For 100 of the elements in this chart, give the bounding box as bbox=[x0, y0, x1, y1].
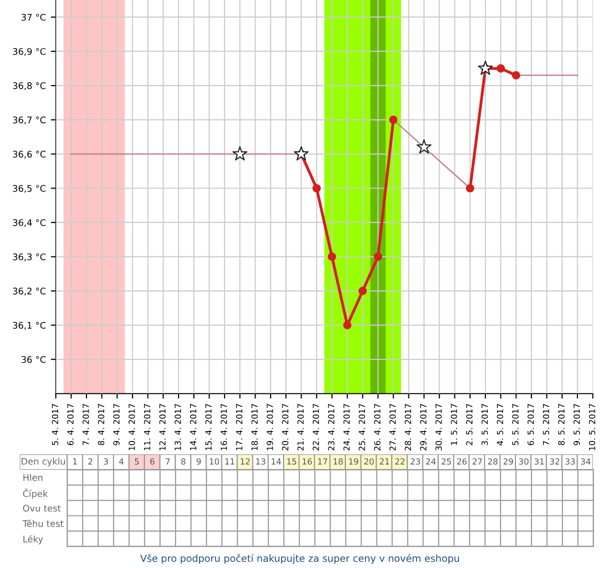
x-tick-label: 3 bbox=[104, 458, 108, 465]
x-axis-title: Den cyklu bbox=[22, 458, 65, 466]
point bbox=[343, 321, 352, 330]
x-tick-label: 21. 4. 2017 bbox=[297, 404, 304, 450]
x-tick-label: 19. 4. 2017 bbox=[266, 404, 274, 450]
y-tick-label: Těhu test bbox=[22, 520, 64, 527]
x-tick-label: 29. 4. 2017 bbox=[420, 404, 426, 450]
text: Vše pro podporu početí nakupujte za super ceny v novém eshopu bbox=[140, 554, 459, 564]
x-tick-label: 5 bbox=[134, 458, 139, 465]
x-tick-label: 7. 5. 2017 bbox=[542, 404, 550, 446]
y-tick-label: 36 °C bbox=[22, 356, 46, 363]
y-tick-label: 36,2 °C bbox=[12, 288, 46, 296]
y-tick-label: 36,5 °C bbox=[12, 184, 46, 193]
point bbox=[466, 184, 474, 192]
x-tick-label: 7. 4. 2017 bbox=[82, 404, 89, 446]
y-tick-label: 36,8 °C bbox=[12, 82, 46, 90]
point bbox=[312, 184, 321, 192]
x-tick-label: 24. 4. 2017 bbox=[343, 404, 350, 450]
x-tick-label: 26. 4. 2017 bbox=[374, 404, 380, 450]
x-tick-label: 7 bbox=[166, 458, 170, 464]
x-tick-label: 30 bbox=[519, 458, 529, 465]
x-tick-label: 20. 4. 2017 bbox=[282, 404, 288, 450]
point bbox=[389, 116, 398, 124]
x-tick-label: 24 bbox=[426, 458, 436, 464]
point bbox=[416, 139, 432, 154]
x-tick-label: 16. 4. 2017 bbox=[220, 404, 227, 450]
x-tick-label: 6. 5. 2017 bbox=[528, 404, 534, 446]
x-tick-label: 2 bbox=[88, 458, 92, 464]
x-tick-label: 32 bbox=[550, 458, 560, 465]
y-tick-label: 36,9 °C bbox=[12, 48, 46, 56]
x-tick-label: 14. 4. 2017 bbox=[190, 404, 196, 450]
x-tick-label: 9. 5. 2017 bbox=[574, 404, 580, 446]
point bbox=[294, 146, 309, 160]
x-tick-label: 34 bbox=[580, 458, 590, 465]
point bbox=[512, 71, 520, 80]
x-tick-label: 22 bbox=[395, 458, 404, 464]
point bbox=[358, 286, 367, 296]
x-tick-label: 23 bbox=[410, 458, 420, 465]
x-tick-label: 29 bbox=[504, 458, 513, 465]
x-tick-label: 26 bbox=[457, 458, 467, 465]
x-tick-label: 14 bbox=[272, 458, 281, 464]
x-tick-label: 1. 5. 2017 bbox=[450, 404, 458, 445]
y-tick-label: Ovu test bbox=[23, 504, 61, 512]
x-tick-label: 11. 4. 2017 bbox=[144, 404, 150, 450]
x-tick-label: 22. 4. 2017 bbox=[312, 404, 320, 450]
x-tick-label: 4. 5. 2017 bbox=[496, 404, 504, 446]
x-tick-label: 28. 4. 2017 bbox=[404, 404, 412, 450]
point bbox=[496, 64, 505, 73]
x-tick-label: 12. 4. 2017 bbox=[159, 404, 166, 450]
x-tick-label: 17. 4. 2017 bbox=[236, 404, 242, 450]
point bbox=[328, 252, 336, 261]
x-tick-label: 16 bbox=[302, 458, 312, 465]
x-tick-label: 3. 5. 2017 bbox=[482, 404, 488, 446]
x-tick-label: 23. 4. 2017 bbox=[328, 404, 334, 450]
x-tick-label: 25 bbox=[442, 458, 451, 465]
x-tick-label: 5. 5. 2017 bbox=[512, 404, 519, 446]
x-tick-label: 28 bbox=[488, 458, 498, 465]
x-tick-label: 9 bbox=[196, 458, 201, 465]
x-tick-label: 4 bbox=[119, 458, 124, 464]
y-tick-label: 36,6 °C bbox=[12, 150, 46, 159]
y-tick-label: Čípek bbox=[23, 488, 48, 499]
x-tick-label: 18. 4. 2017 bbox=[251, 404, 258, 450]
x-tick-label: 10. 4. 2017 bbox=[128, 404, 135, 450]
x-tick-label: 8 bbox=[181, 458, 186, 465]
point bbox=[232, 146, 248, 160]
x-tick-label: 27 bbox=[472, 458, 482, 464]
x-tick-label: 10. 5. 2017 bbox=[588, 404, 596, 450]
y-tick-label: 36,4 °C bbox=[12, 219, 46, 227]
x-tick-label: 6. 4. 2017 bbox=[67, 404, 74, 446]
x-tick-label: 30. 4. 2017 bbox=[435, 404, 442, 450]
y-tick-label: 36,7 °C bbox=[12, 116, 46, 124]
x-tick-label: 11 bbox=[225, 458, 234, 464]
x-tick-label: 9. 4. 2017 bbox=[113, 404, 120, 446]
y-tick-label: 37 °C bbox=[22, 14, 46, 21]
point bbox=[478, 60, 493, 75]
x-tick-label: 2. 5. 2017 bbox=[466, 404, 472, 446]
x-tick-label: 15 bbox=[287, 458, 296, 465]
x-tick-label: 31 bbox=[534, 458, 544, 465]
x-tick-label: 12 bbox=[240, 458, 250, 464]
point bbox=[374, 252, 382, 261]
x-tick-label: 8. 5. 2017 bbox=[558, 404, 565, 446]
x-tick-label: 1 bbox=[73, 458, 77, 464]
x-tick-label: 5. 4. 2017 bbox=[52, 404, 58, 446]
x-tick-label: 10 bbox=[210, 458, 219, 465]
x-tick-label: 6 bbox=[150, 458, 154, 465]
y-tick-label: Hlen bbox=[23, 474, 42, 481]
x-tick-label: 20 bbox=[364, 458, 374, 465]
x-tick-label: 13. 4. 2017 bbox=[174, 404, 181, 450]
x-tick-label: 15. 4. 2017 bbox=[205, 404, 212, 450]
x-tick-label: 17 bbox=[318, 458, 328, 464]
x-tick-label: 25. 4. 2017 bbox=[358, 404, 366, 450]
y-tick-label: 36,3 °C bbox=[12, 253, 46, 262]
y-tick-label: 36,1 °C bbox=[12, 322, 46, 330]
x-tick-label: 19 bbox=[349, 458, 358, 465]
x-tick-label: 18 bbox=[334, 458, 343, 465]
x-tick-label: 21 bbox=[380, 458, 389, 464]
x-tick-label: 33 bbox=[566, 458, 575, 465]
x-tick-label: 27. 4. 2017 bbox=[389, 404, 396, 450]
x-tick-label: 8. 4. 2017 bbox=[98, 404, 104, 446]
y-tick-label: Léky bbox=[23, 535, 43, 544]
